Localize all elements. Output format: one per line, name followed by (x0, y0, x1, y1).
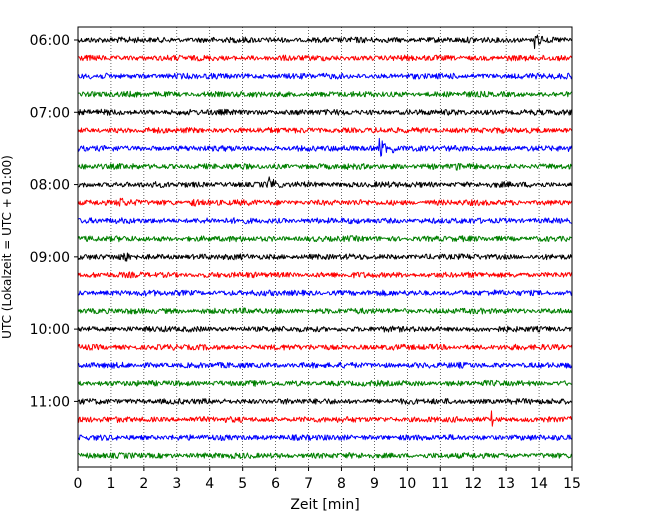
y-tick-label: 10:00 (30, 322, 70, 338)
x-tick-label: 5 (238, 476, 247, 492)
seismogram-trace (77, 108, 573, 116)
seismogram-trace (77, 434, 573, 441)
seismogram-trace (77, 126, 573, 134)
seismogram-trace (77, 252, 573, 262)
x-tick-label: 14 (530, 476, 548, 492)
y-tick-label: 09:00 (30, 250, 70, 266)
seismogram-trace (77, 137, 573, 157)
x-tick-label: 7 (304, 476, 313, 492)
x-axis: 0 1 2 3 4 5 6 7 8 9 10 11 12 13 14 15 (74, 467, 581, 492)
seismogram-trace (77, 343, 573, 351)
seismogram-trace (78, 72, 573, 80)
x-tick-label: 4 (205, 476, 214, 492)
y-tick-label: 11:00 (30, 394, 70, 410)
seismogram-trace (77, 398, 573, 405)
x-tick-label: 2 (139, 476, 148, 492)
seismogram-trace (77, 217, 573, 225)
x-tick-label: 11 (431, 476, 449, 492)
seismogram-trace (77, 176, 573, 189)
seismogram-trace (77, 235, 573, 243)
seismogram-trace (77, 197, 573, 207)
x-tick-label: 15 (563, 476, 581, 492)
seismogram-trace (77, 90, 573, 98)
x-tick-label: 0 (74, 476, 83, 492)
x-axis-label: Zeit [min] (290, 497, 359, 513)
y-tick-label: 08:00 (30, 178, 70, 194)
x-tick-label: 6 (271, 476, 280, 492)
seismogram-trace (77, 325, 573, 333)
x-tick-label: 13 (497, 476, 515, 492)
x-tick-label: 1 (106, 476, 115, 492)
seismogram-trace (77, 361, 573, 369)
seismogram-trace (77, 271, 573, 279)
y-axis: 06:00 07:00 08:00 09:00 10:00 11:00 (30, 33, 78, 410)
seismogram-trace (77, 54, 573, 62)
seismogram-trace (77, 34, 572, 50)
seismogram-trace (77, 162, 573, 171)
seismogram-traces (77, 34, 573, 459)
x-tick-label: 3 (172, 476, 181, 492)
seismogram-trace (78, 379, 573, 387)
x-tick-label: 9 (370, 476, 379, 492)
x-tick-label: 10 (398, 476, 416, 492)
x-tick-label: 12 (464, 476, 482, 492)
plot-frame (77, 26, 573, 468)
y-tick-label: 06:00 (30, 33, 70, 49)
seismogram-trace (77, 289, 573, 297)
x-tick-label: 8 (337, 476, 346, 492)
y-axis-label: UTC (Lokalzeit = UTC + 01:00) (0, 155, 14, 339)
y-tick-label: 07:00 (30, 105, 70, 121)
seismogram-trace (77, 410, 573, 427)
seismogram-trace (77, 307, 573, 315)
seismogram-trace (77, 452, 573, 459)
